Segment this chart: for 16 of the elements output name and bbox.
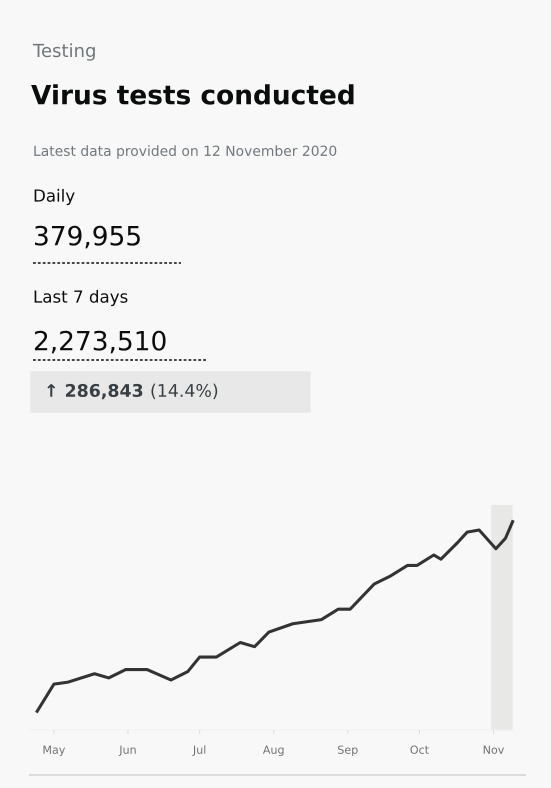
text: Last 7 days	[34, 290, 128, 306]
text: Testing	[32, 43, 95, 61]
x-tick-label: Jun	[118, 746, 136, 756]
x-tick-label: Nov	[484, 746, 504, 754]
text: 379,955	[35, 226, 140, 248]
text: Daily	[34, 188, 75, 206]
chart-subtitle: Latest data provided on 12 November 2020	[34, 145, 336, 159]
text: ↑ 286,843	[47, 384, 142, 400]
x-tick-label: Oct	[410, 745, 429, 754]
x-tick-label: Sep	[338, 745, 358, 756]
x-tick-label: May	[43, 746, 66, 756]
x-tick-label: Jul	[192, 745, 206, 756]
chart-title: Virus tests conducted	[31, 84, 354, 105]
x-tick-label: Aug	[262, 746, 284, 756]
text: (14.4%)	[151, 384, 218, 400]
text: 2,273,510	[34, 330, 166, 354]
